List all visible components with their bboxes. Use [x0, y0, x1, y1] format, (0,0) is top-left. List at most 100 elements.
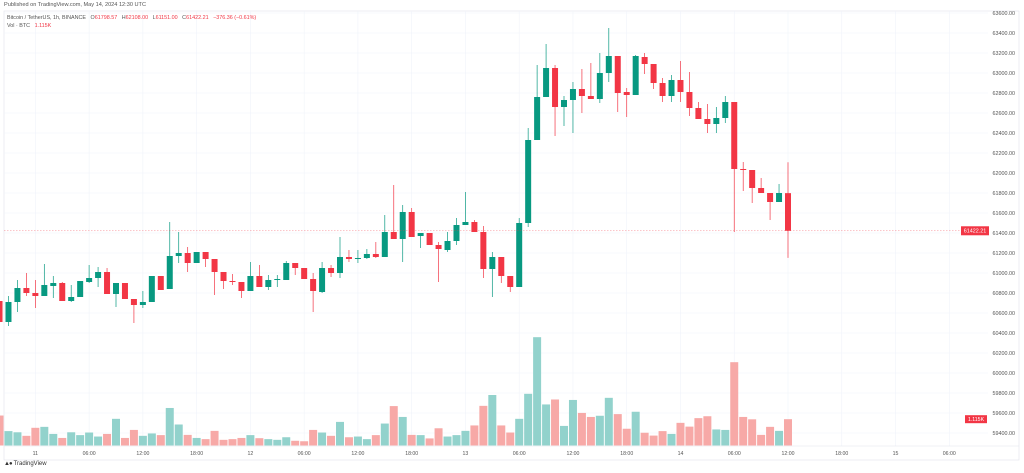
candle-body [372, 254, 379, 257]
candle-body [740, 169, 747, 170]
price-axis[interactable]: 63600.00 63400.00 63200.00 63000.00 62800.00… [993, 11, 1015, 437]
candle-body [623, 92, 630, 95]
last-price-label: 61422.21 [964, 229, 986, 235]
volume-bar [40, 426, 49, 446]
candle-body [238, 282, 245, 291]
chart-frame [3, 10, 1020, 461]
footer-brand[interactable]: TradingView [13, 461, 47, 467]
candle-body [328, 268, 335, 273]
low-value: 61151.00 [155, 15, 178, 21]
time-tick-label: 14 [678, 451, 684, 457]
high-value: 62108.00 [125, 15, 149, 21]
volume-bar [327, 435, 336, 446]
candle-body [534, 97, 541, 140]
time-tick-label: 06:00 [943, 451, 956, 457]
candle-body [59, 283, 66, 301]
volume-bar [452, 435, 461, 446]
last-price-badge [961, 226, 989, 236]
candle-body [552, 68, 559, 107]
volume-bar [775, 430, 784, 446]
volume-bar [165, 407, 174, 446]
volume-bar [120, 437, 129, 446]
candle-body [202, 252, 209, 259]
candle-body [50, 283, 57, 286]
price-tick-label: 62600.00 [993, 111, 1015, 117]
volume-label[interactable]: Vol · BTC [7, 23, 31, 29]
volume-bar [748, 419, 757, 446]
volume-bar [416, 435, 425, 446]
volume-bar [344, 437, 353, 446]
candle-body [507, 276, 514, 287]
volume-bar [389, 406, 398, 446]
price-tick-label: 63000.00 [993, 71, 1015, 77]
candle-body [211, 259, 218, 272]
candle-body [758, 188, 765, 193]
volume-bar [479, 405, 488, 446]
volume-bar [739, 416, 748, 446]
published-caption: Published on TradingView.com, May 14, 20… [4, 2, 146, 8]
price-tick-label: 59800.00 [993, 391, 1015, 397]
price-tick-label: 60800.00 [993, 291, 1015, 297]
tradingview-logo-icon: ▲● [4, 461, 13, 467]
volume-bar [49, 433, 58, 446]
volume-bar [533, 337, 542, 446]
legend-volume-row: Vol · BTC 1.115K [7, 22, 259, 30]
price-tick-label: 63400.00 [993, 31, 1015, 37]
volume-bar [560, 425, 568, 446]
time-tick-label: 18:00 [620, 451, 633, 457]
volume-bar [362, 439, 371, 446]
volume-bar [147, 433, 156, 446]
price-tick-label: 59400.00 [993, 431, 1015, 437]
symbol-title[interactable]: Bitcoin / TetherUS, 1h, BINANCE [7, 15, 86, 21]
price-tick-label: 63600.00 [993, 11, 1015, 17]
volume-bar [138, 435, 147, 446]
volume-bar [551, 399, 560, 446]
volume-bar [568, 399, 577, 446]
candle-body [435, 245, 442, 249]
footer: ▲● TradingView [4, 461, 47, 467]
volume-bar [506, 432, 515, 446]
price-tick-label: 61600.00 [993, 211, 1015, 217]
volume-bar [712, 429, 721, 446]
volume-bar [703, 416, 712, 446]
candle-body [41, 285, 48, 296]
candle-body [139, 302, 146, 305]
candle-body [650, 64, 657, 83]
volume-bar [219, 439, 228, 446]
candle-body [0, 301, 3, 322]
candle-body [471, 222, 478, 232]
low-label: L [152, 15, 156, 21]
price-tick-label: 62800.00 [993, 91, 1015, 97]
volume-bar [76, 435, 85, 446]
volume-bar [94, 436, 103, 446]
volume-bar [425, 438, 434, 446]
time-tick-label: 06:00 [298, 451, 311, 457]
volume-bar [667, 433, 676, 446]
candle-body [776, 193, 783, 202]
volume-bar [640, 432, 649, 446]
volume-bar [336, 421, 344, 446]
candle-body [274, 279, 281, 280]
candle-body [104, 272, 111, 294]
volume-bar [586, 416, 595, 446]
volume-bar [4, 431, 13, 446]
time-tick-label: 12:00 [782, 451, 795, 457]
time-tick-label: 18:00 [190, 451, 203, 457]
time-axis[interactable]: 11 06:00 12:00 18:00 12 06:00 12:00 18:00 13 06:0… [33, 451, 956, 457]
close-value: 61422.21 [186, 15, 209, 21]
candle-body [677, 80, 684, 92]
time-tick-label: 15 [893, 451, 899, 457]
volume-bar [784, 419, 792, 446]
candle-body [32, 293, 39, 296]
price-tick-label: 62200.00 [993, 151, 1015, 157]
candle-body [113, 283, 119, 294]
legend-low: L61151.00 [153, 15, 178, 21]
candle-body [543, 68, 550, 97]
high-label: H [121, 15, 126, 21]
candle-body [569, 89, 576, 100]
candle-body [354, 258, 361, 259]
volume-bar [604, 397, 613, 446]
candle-body [121, 283, 128, 299]
volume-bar [174, 424, 183, 446]
